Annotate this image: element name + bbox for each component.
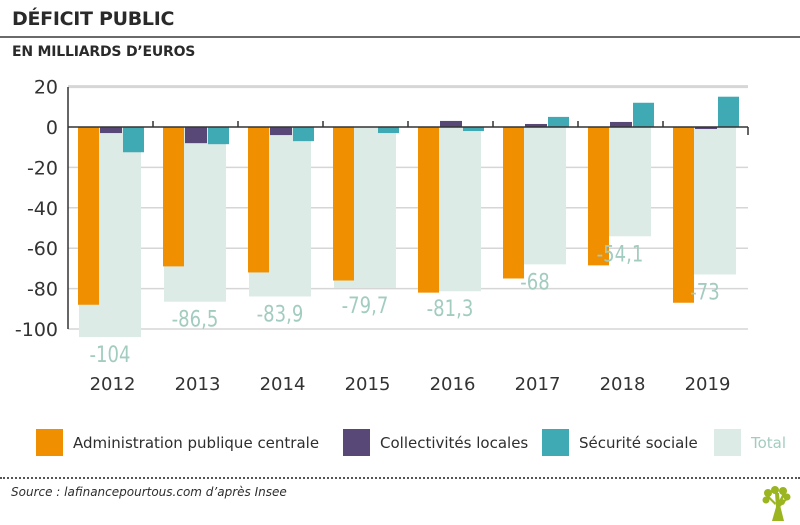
bar-securite <box>293 127 314 141</box>
bar-securite <box>718 97 739 127</box>
bar-collectivites <box>440 121 462 127</box>
y-tick-label: -20 <box>27 157 58 179</box>
bar-securite <box>123 127 144 152</box>
legend-label: Sécurité sociale <box>579 434 698 452</box>
bar-administration <box>163 127 184 266</box>
total-value-label: -73 <box>690 279 719 305</box>
bar-administration <box>333 127 354 281</box>
legend-label: Total <box>751 434 786 452</box>
x-tick-label: 2014 <box>260 374 306 395</box>
total-value-label: -68 <box>520 269 549 295</box>
x-tick-labels: 2012 2013 2014 2015 2016 2017 2018 2019 <box>90 374 731 395</box>
total-value-label: -83,9 <box>257 301 304 327</box>
y-tick-label: 20 <box>34 77 58 99</box>
total-value-label: -81,3 <box>427 295 474 321</box>
total-value-label: -86,5 <box>172 306 219 332</box>
source-note: Source : lafinancepourtous.com d’après I… <box>11 485 287 499</box>
bar-securite <box>548 117 569 127</box>
y-tick-label: -80 <box>27 279 58 301</box>
footer-divider <box>0 477 800 479</box>
total-value-label: -54,1 <box>597 241 644 267</box>
bar-securite <box>378 127 399 133</box>
y-tick-label: -100 <box>15 319 58 341</box>
tree-icon <box>760 485 794 525</box>
legend-item-securite: Sécurité sociale <box>542 429 698 456</box>
legend-swatch-purple <box>343 429 370 456</box>
bar-collectivites <box>270 127 292 135</box>
chart: 20 0 -20 -40 -60 -80 -100 2012 2013 2014 2015 2016… <box>0 0 800 420</box>
legend-swatch-total <box>714 429 741 456</box>
x-tick-label: 2018 <box>600 374 646 395</box>
legend-label: Administration publique centrale <box>73 434 319 452</box>
y-tick-labels: 20 0 -20 -40 -60 -80 -100 <box>15 77 58 341</box>
legend-label: Collectivités locales <box>380 434 528 452</box>
legend-item-administration: Administration publique centrale <box>36 429 319 456</box>
legend-swatch-teal <box>542 429 569 456</box>
y-tick-label: -40 <box>27 198 58 220</box>
legend-item-total: Total <box>714 429 786 456</box>
bar-collectivites <box>610 122 632 127</box>
bar-collectivites <box>185 127 207 143</box>
bar-administration <box>78 127 99 305</box>
y-tick-label: -60 <box>27 238 58 260</box>
x-tick-label: 2012 <box>90 374 136 395</box>
bar-administration <box>418 127 439 293</box>
legend-swatch-orange <box>36 429 63 456</box>
y-tick-label: 0 <box>46 117 58 139</box>
x-tick-label: 2019 <box>685 374 731 395</box>
x-tick-label: 2015 <box>345 374 391 395</box>
bar-administration <box>503 127 524 279</box>
x-tick-label: 2013 <box>175 374 221 395</box>
bar-securite <box>208 127 229 144</box>
bar-securite <box>633 103 654 127</box>
legend: Administration publique centrale Collect… <box>0 429 800 459</box>
bar-collectivites <box>100 127 122 133</box>
legend-item-collectivites: Collectivités locales <box>343 429 528 456</box>
total-value-label: -104 <box>90 341 131 367</box>
x-tick-label: 2017 <box>515 374 561 395</box>
x-tick-label: 2016 <box>430 374 476 395</box>
bar-administration <box>248 127 269 272</box>
total-value-label: -79,7 <box>342 292 389 318</box>
bar-administration <box>673 127 694 303</box>
